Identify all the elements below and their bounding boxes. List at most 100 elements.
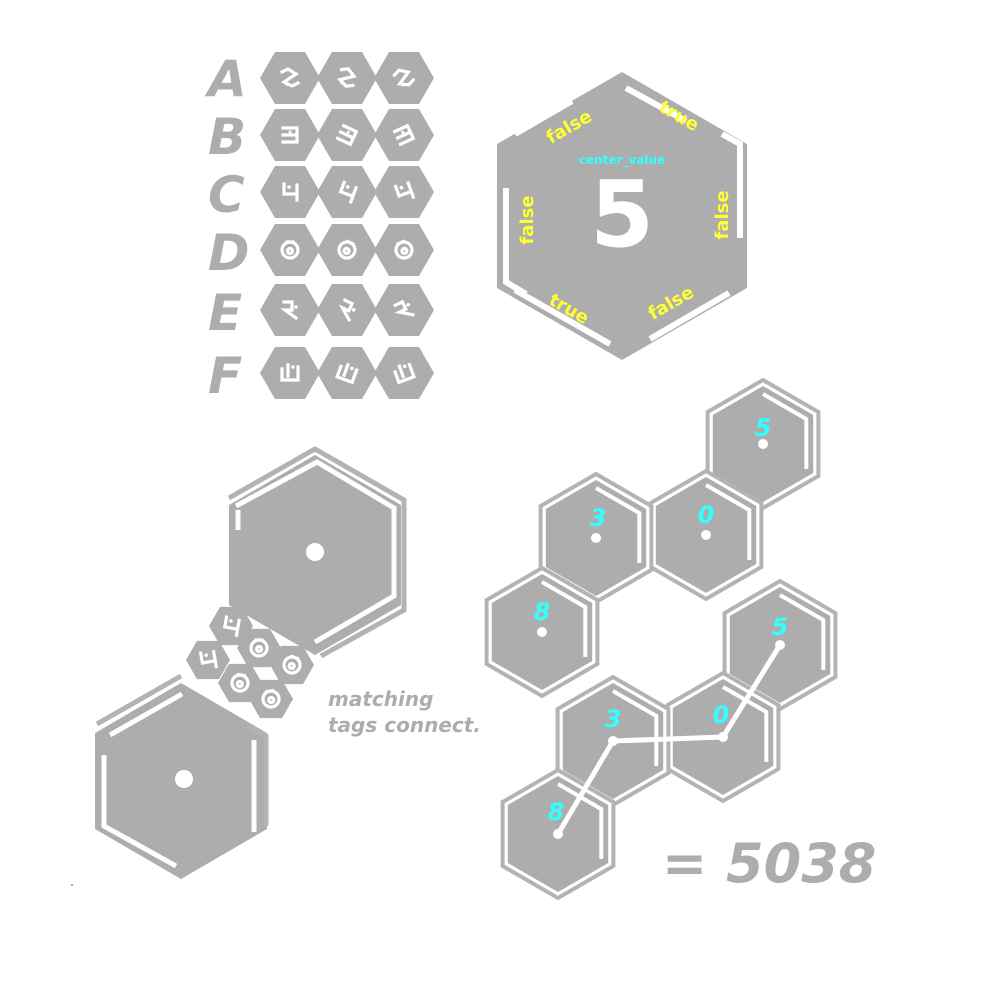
glyph-mark bbox=[281, 126, 299, 144]
glyph-mark bbox=[394, 239, 414, 260]
result-value: = 5038 bbox=[662, 832, 876, 895]
lower-hex-outer-frame bbox=[95, 673, 183, 727]
big-hex-body bbox=[497, 72, 747, 360]
glyph-icon bbox=[317, 224, 377, 276]
edge-tag-right: false bbox=[712, 190, 733, 239]
glyph-mark bbox=[280, 300, 299, 321]
legend-letter-e: E bbox=[208, 284, 242, 342]
big-hex-tile: false true false false true false center… bbox=[497, 72, 747, 360]
glyph-mark bbox=[335, 123, 359, 147]
lower-hex-side-frame bbox=[246, 723, 269, 826]
legend-letter-b: B bbox=[208, 108, 246, 166]
chain-cell: 8 bbox=[500, 767, 616, 901]
glyph-icon bbox=[317, 109, 377, 161]
legend-hex bbox=[374, 166, 434, 218]
chain-cell-value: 8 bbox=[548, 798, 565, 826]
glyph-mark bbox=[393, 362, 416, 385]
hex-chain-unlinked: 5 0 3 8 bbox=[484, 377, 821, 699]
glyph-icon bbox=[374, 52, 434, 104]
caption-line-2: tags connect. bbox=[328, 713, 481, 737]
chain-cell-frame bbox=[611, 689, 659, 766]
chain-node-dot bbox=[701, 530, 711, 540]
glyph-mark bbox=[338, 180, 359, 204]
glyph-icon bbox=[260, 284, 320, 336]
chain-node-dot bbox=[608, 736, 618, 746]
chain-cell-value: 3 bbox=[605, 705, 622, 733]
glyph-icon bbox=[374, 347, 434, 399]
edge-tag-left: false bbox=[517, 195, 538, 244]
chain-cell-frame bbox=[704, 483, 752, 560]
glyph-icon bbox=[317, 166, 377, 218]
glyph-icon bbox=[249, 679, 293, 719]
glyph-mark bbox=[392, 123, 416, 147]
glyph-mark bbox=[282, 654, 302, 675]
glyph-icon bbox=[374, 224, 434, 276]
legend-hex bbox=[374, 347, 434, 399]
connection-example: matching tags connect. bbox=[95, 446, 481, 879]
legend-letter-c: C bbox=[208, 166, 245, 224]
legend-letter-f: F bbox=[208, 347, 242, 405]
glyph-icon bbox=[209, 606, 253, 646]
big-hex-frame bbox=[503, 85, 743, 347]
chain-cell-value: 8 bbox=[534, 598, 551, 626]
glyph-mark bbox=[230, 672, 250, 693]
glyph-icon bbox=[237, 628, 281, 668]
glyph-mark bbox=[393, 180, 416, 200]
glyph-mark bbox=[392, 68, 416, 87]
glyph-mark bbox=[335, 362, 359, 385]
chain-node-dot bbox=[591, 533, 601, 543]
center-value-label: center_value bbox=[579, 153, 665, 168]
chain-node-dot bbox=[775, 640, 785, 650]
glyph-icon bbox=[260, 52, 320, 104]
glyph-mark bbox=[261, 688, 281, 709]
chain-cell-value: 3 bbox=[590, 504, 607, 532]
glyph-mark bbox=[222, 615, 241, 637]
legend-hex bbox=[260, 166, 320, 218]
lower-hex-frame bbox=[101, 691, 257, 869]
chain-link-line bbox=[555, 643, 783, 836]
chain-cell-frame bbox=[556, 782, 604, 859]
glyph-icon bbox=[317, 347, 377, 399]
glyph-mark bbox=[198, 650, 219, 669]
glyph-icon bbox=[317, 52, 377, 104]
glyph-legend: A B C D E F bbox=[204, 50, 434, 405]
glyph-icon bbox=[260, 224, 320, 276]
caption-line-1: matching bbox=[328, 687, 433, 711]
glyph-mark bbox=[338, 298, 356, 322]
glyph-icon bbox=[218, 663, 262, 703]
connector-hex bbox=[186, 640, 230, 680]
chain-cell-value: 0 bbox=[698, 501, 715, 529]
glyph-icon bbox=[270, 645, 314, 685]
lower-hex-center-dot bbox=[175, 770, 193, 788]
glyph-icon bbox=[374, 284, 434, 336]
upper-hex-frame bbox=[234, 459, 397, 645]
connector-glyph-hexes bbox=[186, 606, 314, 719]
glyph-mark bbox=[337, 239, 357, 260]
glyph-icon bbox=[374, 109, 434, 161]
legend-glyph-grid bbox=[260, 52, 434, 399]
chain-node-dot bbox=[553, 829, 563, 839]
chain-node-dot bbox=[537, 627, 547, 637]
chain-cell-frame bbox=[761, 392, 809, 469]
chain-cell-value: 5 bbox=[755, 414, 772, 442]
legend-hex bbox=[317, 166, 377, 218]
legend-hex bbox=[317, 347, 377, 399]
glyph-mark bbox=[336, 67, 357, 88]
chain-cell-frame bbox=[540, 580, 588, 657]
glyph-mark bbox=[249, 638, 269, 658]
upper-hex-center-dot bbox=[306, 543, 324, 561]
glyph-icon bbox=[260, 166, 320, 218]
chain-node-dot bbox=[758, 439, 768, 449]
glyph-mark bbox=[280, 240, 300, 260]
chain-cell-frame bbox=[594, 486, 642, 563]
glyph-icon bbox=[260, 347, 320, 399]
glyph-mark bbox=[280, 363, 300, 382]
connector-hex bbox=[209, 606, 253, 646]
legend-letter-d: D bbox=[208, 224, 250, 282]
glyph-mark bbox=[279, 67, 301, 88]
hex-chain-linked: 5 0 3 8 bbox=[500, 578, 838, 901]
center-value: 5 bbox=[590, 161, 654, 268]
upper-hex-outer-frame bbox=[227, 446, 407, 659]
chain-node-dot bbox=[718, 732, 728, 742]
